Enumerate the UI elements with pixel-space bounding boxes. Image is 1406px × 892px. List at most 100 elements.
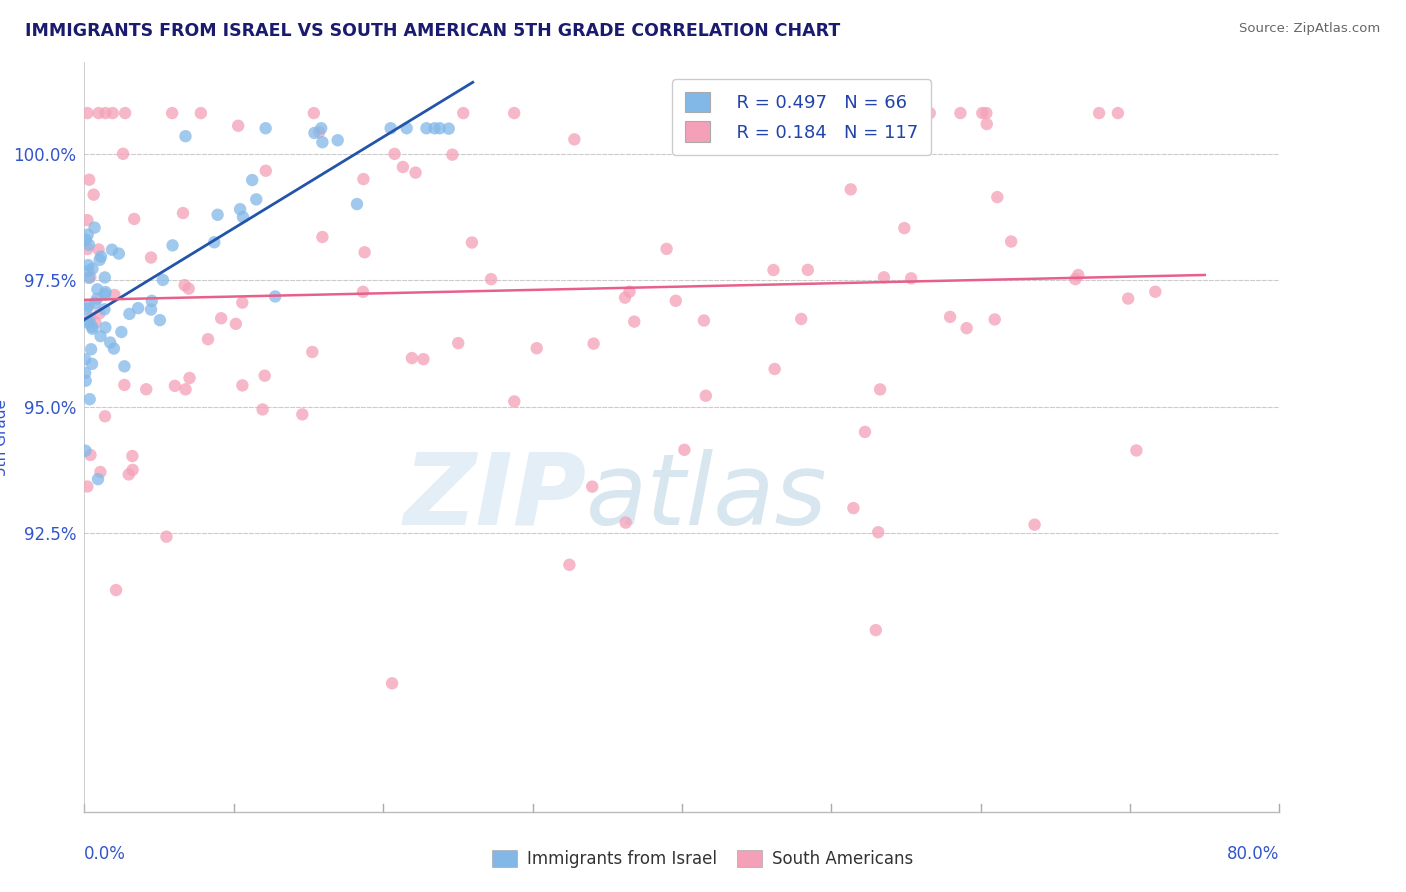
Point — [177, 282, 200, 296]
Point — [254, 121, 277, 136]
Point — [614, 291, 637, 305]
Point — [121, 449, 143, 463]
Point — [86, 292, 108, 306]
Point — [302, 106, 325, 120]
Point — [82, 261, 104, 276]
Point — [75, 366, 97, 380]
Point — [76, 213, 98, 227]
Point — [112, 146, 135, 161]
Point — [479, 272, 502, 286]
Point — [77, 299, 100, 313]
Point — [94, 409, 117, 424]
Point — [89, 306, 111, 320]
Point — [564, 132, 586, 146]
Point — [190, 106, 212, 120]
Point — [163, 379, 186, 393]
Legend:   R = 0.497   N = 66,   R = 0.184   N = 117: R = 0.497 N = 66, R = 0.184 N = 117 — [672, 79, 931, 155]
Point — [80, 357, 103, 371]
Point — [179, 371, 201, 385]
Point — [503, 394, 526, 409]
Point — [162, 238, 184, 252]
Point — [76, 106, 98, 120]
Point — [229, 202, 252, 217]
Point — [79, 310, 101, 325]
Point — [526, 341, 548, 355]
Text: IMMIGRANTS FROM ISRAEL VS SOUTH AMERICAN 5TH GRADE CORRELATION CHART: IMMIGRANTS FROM ISRAEL VS SOUTH AMERICAN… — [25, 22, 841, 40]
Point — [690, 106, 713, 120]
Point — [135, 382, 157, 396]
Point — [983, 312, 1005, 326]
Point — [79, 448, 101, 462]
Point — [90, 329, 112, 343]
Point — [311, 230, 333, 244]
Point — [86, 282, 108, 296]
Point — [232, 210, 254, 224]
Point — [1000, 235, 1022, 249]
Point — [956, 321, 979, 335]
Point — [84, 315, 107, 329]
Point — [869, 383, 891, 397]
Point — [558, 558, 581, 572]
Point — [76, 301, 98, 316]
Point — [873, 270, 896, 285]
Point — [581, 480, 603, 494]
Point — [423, 121, 446, 136]
Point — [209, 311, 232, 326]
Point — [79, 270, 101, 285]
Point — [401, 351, 423, 365]
Point — [1125, 443, 1147, 458]
Point — [665, 293, 688, 308]
Point — [82, 319, 104, 334]
Point — [83, 220, 105, 235]
Point — [949, 106, 972, 120]
Point — [94, 285, 117, 299]
Point — [673, 442, 696, 457]
Point — [94, 106, 117, 120]
Text: atlas: atlas — [586, 449, 828, 546]
Point — [89, 252, 111, 267]
Point — [108, 246, 131, 260]
Point — [619, 285, 641, 299]
Point — [118, 307, 141, 321]
Text: Source: ZipAtlas.com: Source: ZipAtlas.com — [1240, 22, 1381, 36]
Point — [122, 211, 145, 226]
Point — [790, 312, 813, 326]
Point — [76, 316, 98, 330]
Point — [582, 336, 605, 351]
Point — [441, 147, 464, 161]
Point — [77, 237, 100, 252]
Point — [98, 335, 121, 350]
Point — [693, 313, 716, 327]
Text: 0.0%: 0.0% — [84, 846, 127, 863]
Point — [75, 443, 97, 458]
Point — [939, 310, 962, 324]
Point — [972, 106, 994, 120]
Point — [675, 106, 697, 120]
Point — [245, 192, 267, 206]
Point — [90, 250, 112, 264]
Point — [202, 235, 225, 250]
Point — [118, 467, 141, 482]
Point — [114, 106, 136, 120]
Point — [1067, 268, 1090, 282]
Point — [87, 472, 110, 486]
Point — [304, 126, 326, 140]
Point — [853, 425, 876, 439]
Point — [77, 264, 100, 278]
Point — [112, 359, 135, 374]
Point — [252, 402, 274, 417]
Legend: Immigrants from Israel, South Americans: Immigrants from Israel, South Americans — [485, 843, 921, 875]
Point — [695, 389, 717, 403]
Point — [75, 374, 97, 388]
Point — [392, 160, 415, 174]
Point — [87, 243, 110, 257]
Point — [762, 263, 785, 277]
Point — [839, 182, 862, 196]
Point — [346, 197, 368, 211]
Point — [231, 295, 253, 310]
Point — [291, 408, 314, 422]
Point — [842, 501, 865, 516]
Point — [623, 315, 645, 329]
Point — [231, 378, 253, 392]
Point — [75, 352, 97, 367]
